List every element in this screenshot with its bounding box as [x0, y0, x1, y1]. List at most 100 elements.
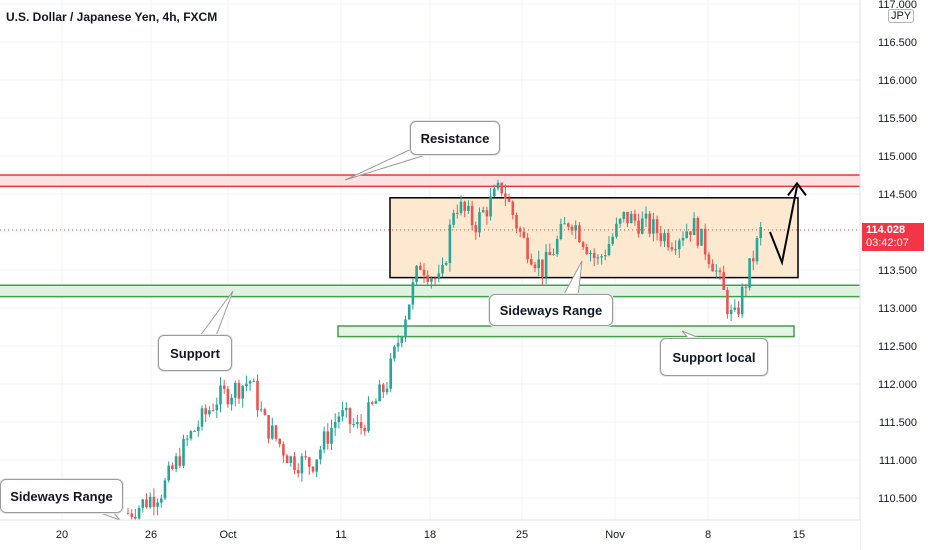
candle-body [348, 407, 352, 425]
candle-body [208, 410, 211, 415]
candle-body [419, 265, 422, 270]
candle-body [308, 457, 311, 467]
candle-body [559, 224, 563, 240]
projection-arrowhead-icon [787, 181, 807, 196]
sideways-range-label: Sideways Range [499, 302, 603, 318]
candle-body [197, 426, 200, 431]
candle-body [259, 409, 263, 411]
candle-body [467, 205, 470, 211]
candle-body [526, 237, 529, 260]
candle-body [378, 384, 381, 402]
candle-body [600, 256, 603, 258]
candle-body [459, 201, 463, 213]
candle-body [456, 212, 459, 214]
time-tick-label: 25 [516, 529, 528, 541]
support-callout: Support [158, 335, 232, 371]
candle-body [341, 410, 344, 417]
candle-body [374, 401, 378, 404]
candle-body [733, 307, 737, 310]
sideways-range-callout: Sideways Range [489, 294, 613, 326]
candle-body [330, 427, 333, 444]
candle-body [182, 439, 185, 466]
price-axis[interactable]: 117.000 116.500 116.000 115.500 115.000 114.5… [859, 0, 932, 550]
candle-body [548, 251, 552, 255]
candle-body [752, 258, 755, 262]
candle-body [148, 496, 152, 508]
candle-body [363, 427, 367, 432]
candle-body [496, 182, 500, 189]
candle-body [382, 384, 385, 393]
candle-body [574, 225, 577, 231]
candle-body [407, 304, 411, 320]
candle-body [444, 262, 448, 265]
candle-body [333, 422, 337, 428]
candle-body [670, 247, 674, 250]
projection-path [769, 186, 798, 266]
candle-body [659, 233, 663, 242]
candle-body [385, 388, 389, 393]
price-tick-label: 112.000 [878, 379, 917, 391]
candle-body [293, 456, 296, 471]
candle-body [700, 228, 703, 246]
candle-body [511, 201, 515, 215]
candle-body [145, 499, 148, 508]
candle-body [552, 254, 555, 256]
price-tick-label: 114.500 [878, 189, 917, 201]
candle-body [134, 516, 137, 519]
candle-body [337, 416, 341, 423]
candle-body [411, 282, 415, 305]
candle-body [674, 249, 677, 251]
candle-body [637, 220, 640, 234]
candle-body [452, 212, 455, 225]
candle-body [703, 228, 707, 255]
candle-body [596, 257, 600, 259]
candle-body [267, 415, 270, 439]
candle-body [567, 223, 570, 227]
candle-body [263, 409, 267, 416]
symbol-title: U.S. Dollar / Japanese Yen, 4h, FXCM [6, 10, 218, 24]
candle-body [137, 507, 141, 519]
candle-body [744, 286, 748, 288]
candle-body [278, 438, 281, 445]
candle-body [737, 307, 740, 315]
candle-body [319, 449, 322, 460]
candle-body [274, 425, 278, 439]
candle-body [141, 499, 145, 508]
candle-body [678, 240, 681, 250]
candle-body [296, 470, 300, 474]
candle-body [533, 264, 537, 269]
candle-body [189, 431, 193, 439]
candle-body [160, 498, 163, 503]
candle-body [315, 459, 318, 472]
candle-body [629, 213, 633, 224]
support-label: Support [170, 345, 220, 361]
candles [126, 179, 762, 526]
candle-body [215, 404, 219, 411]
candle-body [156, 502, 159, 507]
candle-body [715, 270, 718, 272]
candle-body [256, 380, 259, 411]
sideways-range-left-callout: Sideways Range [0, 479, 123, 513]
candle-body [611, 236, 614, 244]
candle-body [367, 402, 370, 432]
candle-body [174, 456, 178, 469]
candle-body [570, 226, 574, 231]
candle-body [185, 438, 189, 440]
price-tick-label: 111.000 [879, 455, 917, 467]
candle-body [578, 225, 581, 243]
candle-body [493, 188, 496, 197]
candle-body [522, 231, 526, 238]
price-tick-label: 115.000 [878, 151, 917, 163]
candle-body [759, 227, 762, 239]
candle-body [352, 424, 355, 426]
candle-body [515, 214, 518, 229]
bar-countdown: 03:42:07 [866, 237, 909, 249]
support-local-label: Support local [672, 349, 756, 365]
price-tick-label: 113.000 [878, 303, 917, 315]
candle-body [648, 213, 651, 234]
candle-body [707, 254, 711, 264]
candle-body [359, 422, 363, 428]
time-axis[interactable]: 20 26 Oct 11 18 25 Nov 8 15 [0, 519, 860, 550]
currency-label[interactable]: JPY [888, 9, 915, 23]
